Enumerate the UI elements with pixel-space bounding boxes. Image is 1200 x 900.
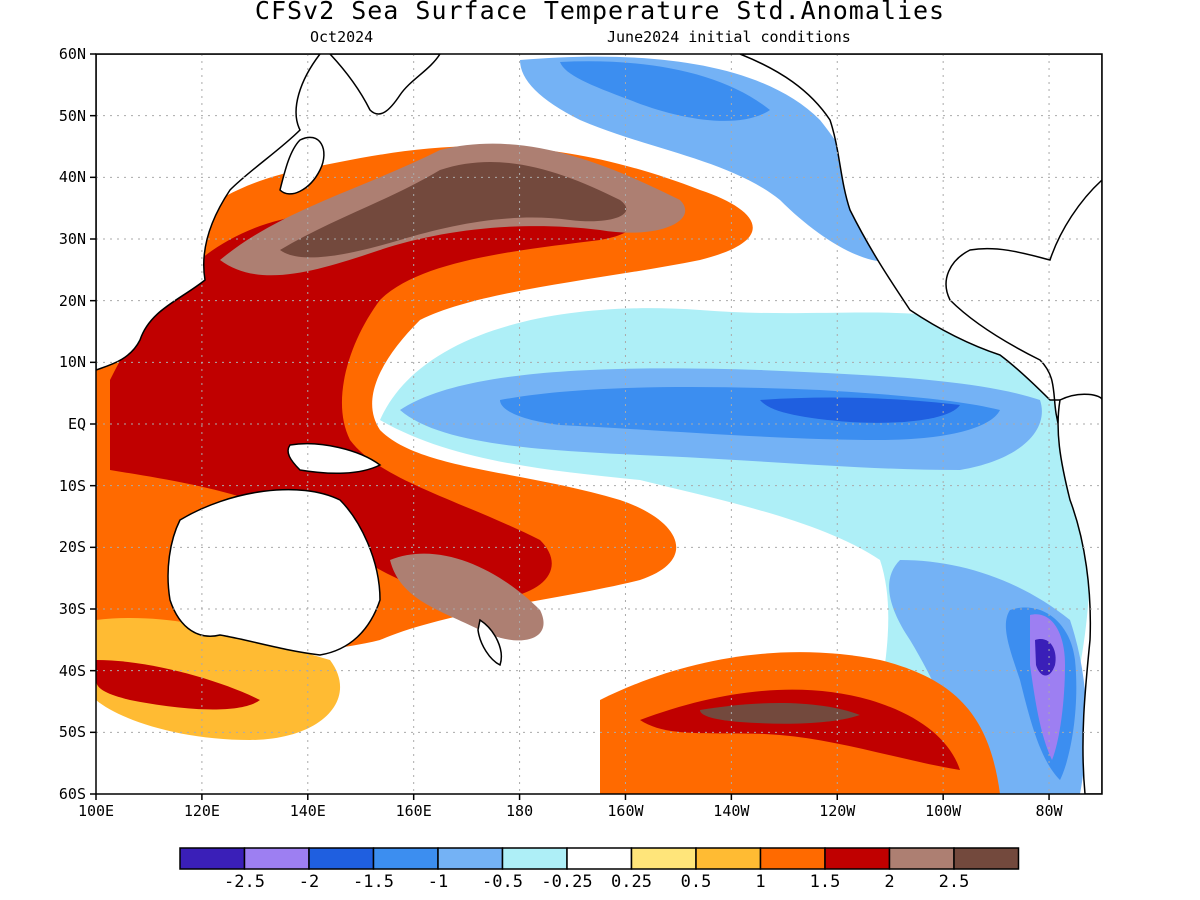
lon-label: 100W [925, 802, 962, 820]
lon-label: 120W [819, 802, 856, 820]
landmass-asia [96, 54, 321, 371]
cool-region-north-pacific-inner [560, 61, 770, 121]
colorbar-swatch [824, 847, 891, 870]
colorbar-label: 1.5 [809, 872, 841, 892]
lon-label: 160W [607, 802, 644, 820]
landmass-new-guinea [287, 442, 382, 475]
extreme-warm-band-southern-ocean [700, 703, 860, 724]
colorbar-swatch [372, 847, 439, 870]
colorbar-swatch [179, 847, 246, 870]
lat-label: 10N [58, 353, 86, 372]
lat-label: 10S [58, 476, 86, 495]
colorbar-label: -2 [298, 872, 320, 892]
strong-warm-west-pacific [110, 174, 635, 601]
lat-label: 30N [58, 230, 86, 248]
lat-label: 60S [58, 785, 86, 803]
landmass-new-zealand [477, 618, 502, 667]
colorbar-swatch [566, 847, 633, 870]
lat-label: 60N [58, 45, 86, 63]
colorbar-swatch [308, 847, 375, 870]
lat-label: 50S [58, 723, 86, 742]
colorbar-swatch [759, 847, 826, 870]
colorbar-swatch [953, 847, 1020, 870]
colorbar-label: -2.5 [224, 872, 265, 892]
extreme-cool-southeast-pacific [1035, 639, 1056, 676]
colorbar-label: -0.25 [541, 872, 593, 892]
strong-warm-band-southwest [96, 660, 260, 710]
extreme-warm-south-pacific [390, 553, 544, 641]
colorbar-label: -1.5 [353, 872, 394, 892]
colorbar-swatch [630, 847, 697, 870]
colorbar-label: 1 [755, 872, 766, 892]
extreme-warm-core-north [280, 161, 627, 258]
lon-label: 180 [506, 802, 534, 820]
colorbar-swatch [695, 847, 762, 870]
lat-label: 30S [58, 600, 86, 618]
lat-label: EQ [67, 415, 86, 433]
map-title: CFSv2 Sea Surface Temperature Std.Anomal… [254, 0, 946, 25]
lon-label: 100E [77, 802, 115, 820]
lon-label: 80W [1035, 802, 1063, 820]
axis-ticks [90, 53, 1050, 800]
colorbar-swatch [888, 847, 955, 870]
lat-label: 50N [58, 106, 86, 125]
colorbar-label: 0.5 [680, 872, 712, 892]
colorbar-swatch [243, 847, 310, 870]
colorbar [179, 847, 1020, 870]
lon-label: 140W [713, 802, 750, 820]
colorbar-swatch [501, 847, 568, 870]
lat-label: 20N [58, 291, 86, 310]
lon-label: 140E [289, 802, 326, 820]
initial-conditions: June2024 initial conditions [607, 28, 851, 46]
strongest-cool-equatorial [760, 397, 960, 423]
colorbar-label: -0.5 [482, 872, 523, 892]
lat-label: 40N [58, 168, 86, 187]
landmass-japan [279, 136, 325, 195]
colorbar-label: 0.25 [611, 872, 652, 892]
colorbar-label: 2 [884, 872, 895, 892]
cool-region-north-pacific [520, 56, 900, 262]
lat-label: 20S [58, 538, 86, 557]
land-masses [96, 54, 1102, 794]
lon-label: 120E [183, 802, 220, 820]
landmass-australia [167, 488, 381, 656]
lat-label: 40S [58, 661, 86, 680]
forecast-month: Oct2024 [310, 28, 374, 46]
colorbar-label: 2.5 [938, 872, 970, 892]
graticule [96, 54, 1102, 794]
colorbar-swatch [437, 847, 504, 870]
colorbar-label: -1 [427, 872, 449, 892]
landmass-kamchatka [328, 54, 441, 115]
lon-label: 160E [395, 802, 432, 820]
